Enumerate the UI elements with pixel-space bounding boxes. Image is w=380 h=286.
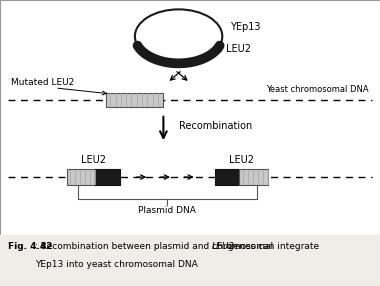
Bar: [95, 169, 120, 185]
Text: LEU2: LEU2: [229, 155, 254, 165]
Bar: [215, 169, 239, 185]
Bar: [239, 169, 268, 185]
Text: YEp13 into yeast chromosomal DNA: YEp13 into yeast chromosomal DNA: [35, 260, 198, 269]
Text: Plasmid DNA: Plasmid DNA: [138, 206, 196, 215]
Bar: [66, 169, 95, 185]
Text: genes can integrate: genes can integrate: [225, 242, 319, 251]
Text: Mutated LEU2: Mutated LEU2: [11, 78, 74, 87]
Text: Yeast chromosomal DNA: Yeast chromosomal DNA: [266, 85, 369, 94]
Text: LEU2: LEU2: [226, 44, 251, 54]
Text: LEU2: LEU2: [212, 242, 235, 251]
Text: : Recombination between plasmid and chromosomal: : Recombination between plasmid and chro…: [35, 242, 276, 251]
Bar: [106, 93, 163, 107]
Text: LEU2: LEU2: [81, 155, 106, 165]
Text: YEp13: YEp13: [230, 22, 260, 32]
Text: Fig. 4.42: Fig. 4.42: [8, 242, 52, 251]
Text: Recombination: Recombination: [179, 121, 252, 131]
